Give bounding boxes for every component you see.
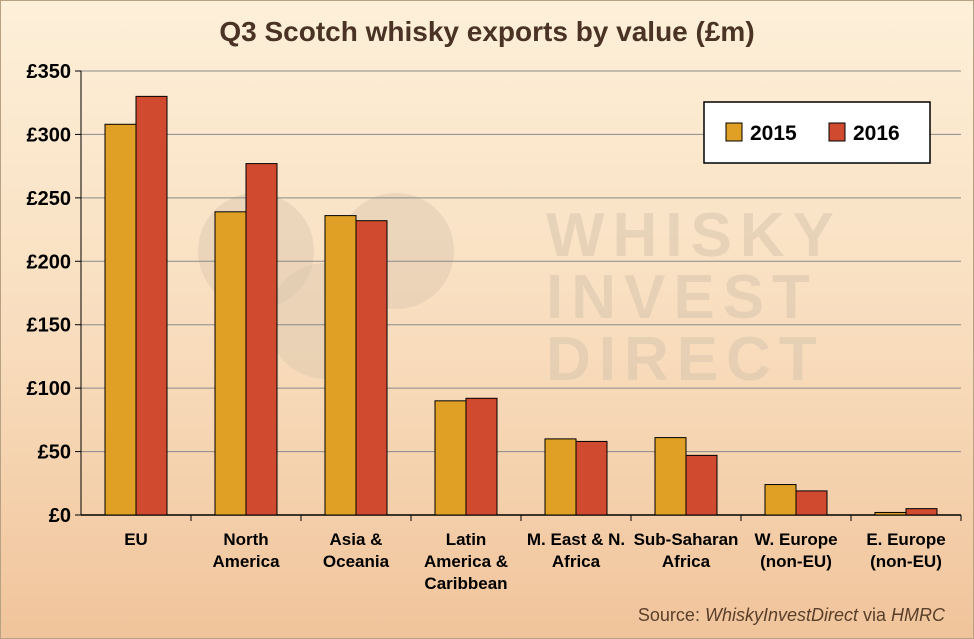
x-tick-label: M. East & N. Africa bbox=[527, 530, 625, 571]
watermark-text: INVEST bbox=[546, 263, 818, 332]
bar-2015 bbox=[764, 484, 797, 516]
bar-2015 bbox=[434, 400, 467, 516]
legend-label-2015: 2015 bbox=[750, 122, 797, 145]
legend: 2015 2016 bbox=[703, 101, 931, 164]
source-middle: via bbox=[857, 605, 891, 625]
bar-2016 bbox=[685, 454, 718, 516]
x-tick-label: Asia & Oceania bbox=[323, 530, 390, 571]
x-tick-label-line: America bbox=[212, 552, 280, 571]
bar-2015 bbox=[324, 215, 357, 516]
bar-2016 bbox=[795, 490, 828, 516]
x-tick-label-line: Sub-Saharan bbox=[634, 530, 739, 549]
x-tick-label: E. Europe (non-EU) bbox=[866, 530, 945, 571]
source-prefix: Source: bbox=[637, 605, 705, 625]
y-tick-label: £350 bbox=[27, 61, 72, 83]
x-tick-label-line: Oceania bbox=[323, 552, 390, 571]
watermark-text: WHISKY bbox=[546, 201, 842, 270]
y-tick-label: £0 bbox=[49, 505, 71, 527]
x-tick-label-line: Africa bbox=[552, 552, 601, 571]
bar-2015 bbox=[654, 437, 687, 516]
x-tick-label: Latin America & Caribbean bbox=[424, 530, 508, 593]
legend-swatch-2016 bbox=[828, 122, 846, 142]
x-tick-label-line: M. East & N. bbox=[527, 530, 625, 549]
bar-2016 bbox=[575, 440, 608, 516]
bar-2016 bbox=[465, 397, 498, 516]
x-tick-label: W. Europe (non-EU) bbox=[754, 530, 837, 571]
x-tick-label-line: (non-EU) bbox=[870, 552, 942, 571]
bar-2016 bbox=[135, 95, 168, 516]
source-credit: Source: WhiskyInvestDirect via HMRC bbox=[638, 605, 945, 626]
bar-2015 bbox=[214, 211, 247, 516]
y-tick-label: £250 bbox=[27, 188, 72, 210]
x-tick-label-line: E. Europe bbox=[866, 530, 945, 549]
y-tick-label: £100 bbox=[27, 378, 72, 400]
y-tick-label: £300 bbox=[27, 124, 72, 146]
y-tick-label: £150 bbox=[27, 315, 72, 337]
bar-2015 bbox=[104, 123, 137, 516]
x-tick-label-line: Asia & bbox=[330, 530, 383, 549]
x-tick-label: Sub-Saharan Africa bbox=[634, 530, 739, 571]
x-axis-ticks: EU North America Asia & Oceania Latin America … bbox=[124, 515, 962, 593]
bar-2015 bbox=[544, 438, 577, 516]
bar-2016 bbox=[245, 163, 278, 516]
y-tick-label: £200 bbox=[27, 251, 72, 273]
y-tick-label: £50 bbox=[38, 442, 71, 464]
x-tick-label: North America bbox=[212, 530, 280, 571]
x-tick-label-line: Caribbean bbox=[424, 574, 507, 593]
y-axis-ticks: £0 £50 £100 £150 £200 £250 £300 £350 bbox=[27, 61, 81, 527]
bar-2015 bbox=[874, 511, 907, 516]
source-name: WhiskyInvestDirect bbox=[704, 605, 858, 625]
x-tick-label-line: North bbox=[223, 530, 268, 549]
x-tick-label-line: EU bbox=[124, 530, 148, 549]
bar-2016 bbox=[355, 220, 388, 516]
x-tick-label-line: (non-EU) bbox=[760, 552, 832, 571]
x-tick-label-line: W. Europe bbox=[754, 530, 837, 549]
chart-title: Q3 Scotch whisky exports by value (£m) bbox=[219, 16, 754, 47]
bar-2016 bbox=[905, 508, 938, 516]
legend-label-2016: 2016 bbox=[853, 122, 900, 145]
x-tick-label-line: America & bbox=[424, 552, 508, 571]
x-tick-label-line: Latin bbox=[446, 530, 487, 549]
source-org: HMRC bbox=[891, 605, 945, 625]
watermark-text: DIRECT bbox=[546, 325, 825, 394]
x-tick-label-line: Africa bbox=[662, 552, 711, 571]
x-tick-label: EU bbox=[124, 530, 148, 549]
bars bbox=[104, 95, 938, 516]
legend-swatch-2015 bbox=[725, 122, 743, 142]
